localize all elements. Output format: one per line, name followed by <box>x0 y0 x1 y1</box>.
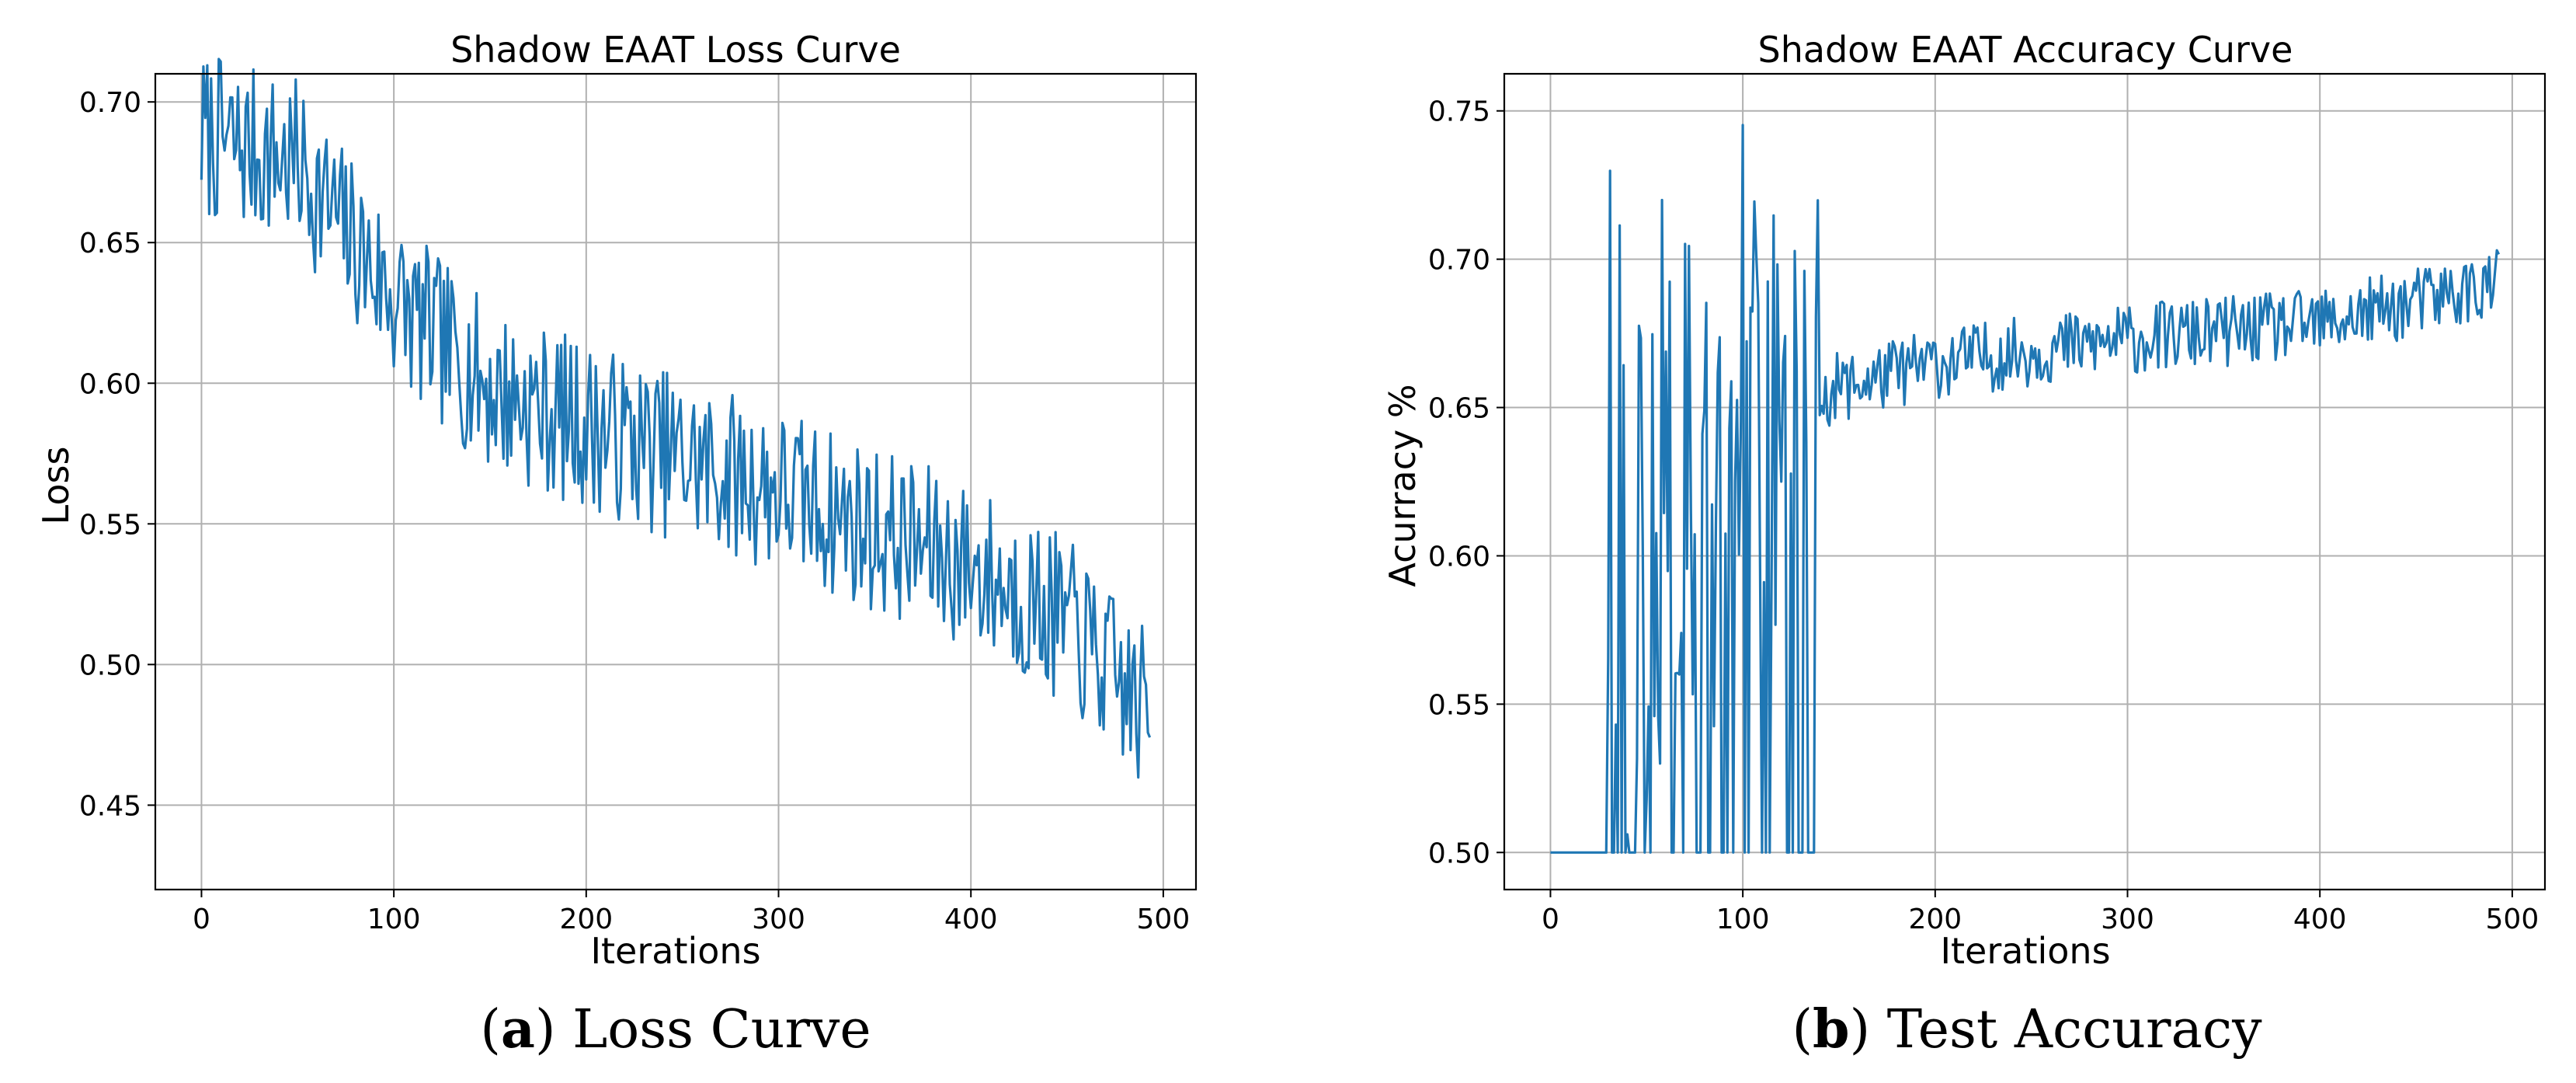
loss-chart: Shadow EAAT Loss Curve Iterations Loss 0… <box>35 29 1198 972</box>
loss-chart-xtick-label: 0 <box>193 904 210 935</box>
loss-chart-ytick-label: 0.65 <box>79 228 141 259</box>
caption-b-text: Test Accuracy <box>1886 999 2262 1060</box>
accuracy-chart-frame <box>1503 72 2546 891</box>
loss-chart-ylabel: Loss <box>35 447 77 525</box>
accuracy-chart-ytick-label: 0.55 <box>1428 689 1490 721</box>
accuracy-chart-xtick-label: 400 <box>2293 904 2347 935</box>
loss-chart-ytick-label: 0.45 <box>79 790 141 822</box>
loss-chart-xtick-label: 400 <box>944 904 998 935</box>
accuracy-chart-ytick-label: 0.70 <box>1428 245 1490 277</box>
caption-a: (a) Loss Curve <box>480 998 871 1060</box>
accuracy-chart-xtick-label: 500 <box>2486 904 2539 935</box>
loss-chart-title: Shadow EAAT Loss Curve <box>450 29 901 71</box>
loss-chart-ytick-label: 0.55 <box>79 509 141 541</box>
loss-chart-ytick-label: 0.70 <box>79 87 141 119</box>
accuracy-chart-series-line <box>1550 124 2501 854</box>
loss-chart-xtick-label: 300 <box>752 904 805 935</box>
loss-chart-xtick-label: 200 <box>559 904 613 935</box>
loss-chart-ytick-label: 0.60 <box>79 368 141 400</box>
accuracy-chart: Shadow EAAT Accuracy Curve Iterations Ac… <box>1382 29 2546 972</box>
caption-a-text: Loss Curve <box>572 999 871 1060</box>
accuracy-chart-ytick-label: 0.60 <box>1428 541 1490 573</box>
loss-chart-ytick-label: 0.50 <box>79 649 141 681</box>
accuracy-chart-title: Shadow EAAT Accuracy Curve <box>1758 29 2293 71</box>
accuracy-chart-xtick-label: 300 <box>2101 904 2154 935</box>
loss-chart-xtick-label: 100 <box>367 904 421 935</box>
loss-chart-series-line <box>200 57 1152 779</box>
accuracy-chart-xtick-label: 100 <box>1716 904 1770 935</box>
accuracy-chart-ytick-label: 0.65 <box>1428 393 1490 425</box>
accuracy-chart-ytick-label: 0.50 <box>1428 837 1490 869</box>
caption-b-letter: b <box>1813 998 1850 1060</box>
accuracy-chart-xtick-label: 200 <box>1908 904 1962 935</box>
loss-chart-frame <box>154 72 1198 891</box>
accuracy-chart-ylabel: Acurracy % <box>1382 384 1424 587</box>
caption-b: (b) Test Accuracy <box>1792 998 2262 1060</box>
accuracy-chart-ytick-label: 0.75 <box>1428 96 1490 128</box>
caption-a-letter: a <box>500 998 535 1060</box>
loss-chart-xtick-label: 500 <box>1137 904 1191 935</box>
accuracy-chart-xtick-label: 0 <box>1542 904 1559 935</box>
loss-chart-xlabel: Iterations <box>590 930 760 972</box>
accuracy-chart-xlabel: Iterations <box>1940 930 2110 972</box>
